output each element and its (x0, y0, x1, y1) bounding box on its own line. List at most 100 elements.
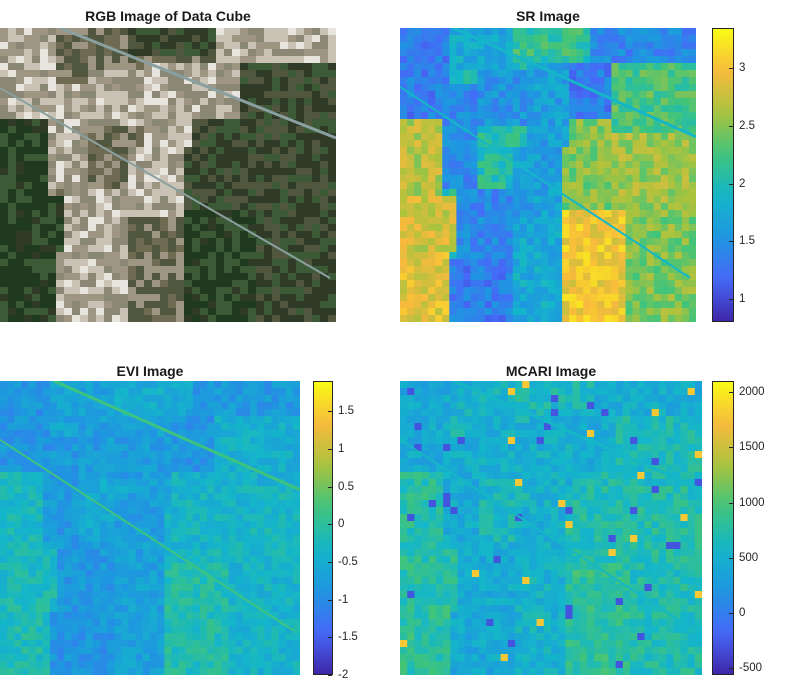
heatmap-cell (632, 119, 641, 127)
heatmap-cell (569, 252, 577, 260)
heatmap-cell (604, 315, 612, 322)
heatmap-cell (128, 395, 137, 403)
heatmap-cell (121, 549, 130, 557)
heatmap-cell (639, 280, 648, 288)
rgb-pixel (112, 154, 121, 162)
heatmap-cell (64, 444, 72, 452)
heatmap-cell (221, 605, 230, 613)
rgb-pixel (200, 294, 209, 302)
heatmap-cell (484, 42, 493, 50)
heatmap-cell (428, 112, 436, 120)
heatmap-cell (107, 423, 115, 431)
heatmap-cell (576, 231, 584, 239)
rgb-pixel (104, 301, 113, 309)
heatmap-cell (414, 70, 422, 78)
heatmap-cell (200, 521, 208, 529)
rgb-pixel (48, 105, 57, 113)
rgb-pixel (88, 315, 97, 322)
heatmap-cell (428, 203, 436, 211)
heatmap-cell (660, 126, 669, 134)
heatmap-cell (42, 465, 51, 473)
heatmap-cell (456, 266, 464, 274)
heatmap-cell (449, 84, 457, 92)
heatmap-cell (185, 465, 194, 473)
rgb-pixel (224, 238, 233, 246)
rgb-pixel (296, 182, 305, 190)
heatmap-cell (618, 42, 627, 50)
rgb-pixel (88, 49, 97, 57)
rgb-pixel (152, 294, 161, 302)
rgb-pixel (312, 161, 321, 169)
heatmap-cell (250, 563, 258, 571)
rgb-pixel (48, 28, 57, 36)
heatmap-cell (42, 479, 51, 487)
heatmap-cell (519, 315, 528, 322)
rgb-pixel (184, 105, 193, 113)
rgb-pixel (232, 119, 241, 127)
rgb-pixel (112, 203, 121, 211)
heatmap-cell (569, 308, 577, 316)
rgb-pixel (280, 301, 289, 309)
rgb-pixel (168, 238, 177, 246)
heatmap-cell (292, 395, 300, 403)
rgb-pixel (144, 301, 153, 309)
heatmap-cell (228, 430, 237, 438)
rgb-pixel (136, 196, 145, 204)
rgb-pixel (8, 196, 17, 204)
heatmap-cell (0, 577, 8, 585)
heatmap-cell (150, 549, 158, 557)
rgb-pixel (0, 105, 9, 113)
heatmap-cell (78, 507, 87, 515)
heatmap-cell (207, 612, 215, 620)
heatmap-cell (667, 147, 676, 155)
heatmap-cell (688, 49, 696, 57)
heatmap-cell (171, 528, 180, 536)
heatmap-cell (456, 133, 464, 141)
heatmap-cell (470, 301, 479, 309)
heatmap-cell (64, 598, 72, 606)
heatmap-cell (185, 486, 194, 494)
rgb-pixel (0, 154, 9, 162)
heatmap-cell (92, 521, 101, 529)
heatmap-cell (484, 70, 493, 78)
heatmap-cell (512, 217, 521, 225)
heatmap-cell (421, 42, 429, 50)
heatmap-cell (477, 224, 486, 232)
heatmap-cell (555, 175, 563, 183)
heatmap-cell (121, 381, 130, 389)
rgb-pixel (320, 147, 329, 155)
heatmap-cell (285, 479, 294, 487)
heatmap-cell (92, 493, 101, 501)
heatmap-cell (576, 112, 584, 120)
heatmap-cell (271, 528, 280, 536)
heatmap-cell (100, 528, 108, 536)
heatmap-cell (463, 210, 471, 218)
heatmap-cell (100, 472, 108, 480)
rgb-pixel (112, 35, 121, 43)
heatmap-cell (278, 577, 287, 585)
rgb-pixel (224, 63, 233, 71)
heatmap-cell (604, 182, 612, 190)
heatmap-cell (667, 224, 676, 232)
heatmap-cell (28, 444, 37, 452)
heatmap-cell (414, 105, 422, 113)
heatmap-cell (64, 430, 72, 438)
rgb-pixel (168, 273, 177, 281)
heatmap-cell (674, 35, 683, 43)
rgb-pixel (232, 77, 241, 85)
heatmap-cell (235, 465, 244, 473)
heatmap-cell (604, 42, 612, 50)
heatmap-cell (135, 542, 144, 550)
heatmap-cell (171, 444, 180, 452)
rgb-pixel (272, 203, 281, 211)
heatmap-cell (463, 56, 471, 64)
rgb-pixel (144, 140, 153, 148)
rgb-pixel (208, 28, 217, 36)
rgb-pixel (56, 140, 65, 148)
rgb-pixel (240, 182, 249, 190)
heatmap-cell (14, 423, 22, 431)
heatmap-cell (456, 238, 464, 246)
heatmap-cell (674, 105, 683, 113)
heatmap-cell (688, 287, 696, 295)
heatmap-cell (526, 140, 535, 148)
